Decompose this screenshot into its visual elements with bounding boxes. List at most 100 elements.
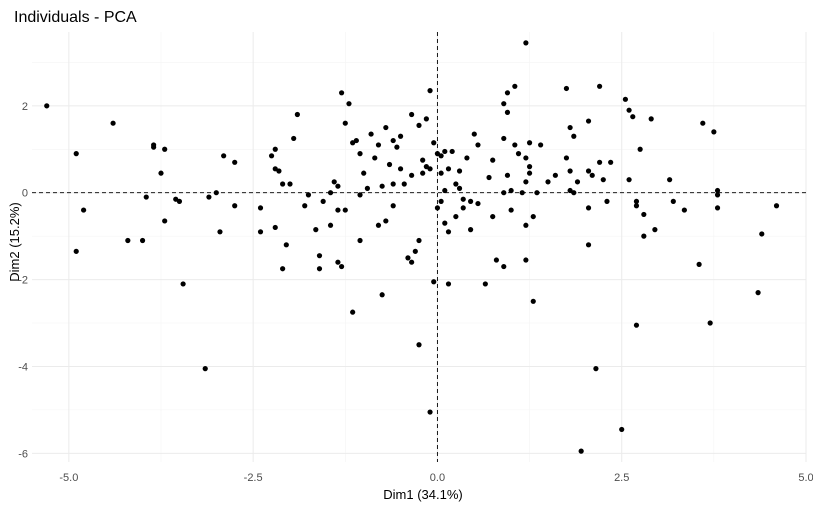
data-point	[526, 140, 533, 146]
x-tick-label: 5.0	[798, 472, 813, 484]
data-point	[486, 174, 492, 181]
data-point	[350, 309, 356, 315]
data-point	[504, 172, 511, 178]
data-point	[401, 181, 407, 187]
data-point	[342, 207, 348, 213]
data-point	[711, 129, 717, 135]
data-point	[501, 135, 507, 142]
data-point	[538, 142, 544, 148]
data-point	[482, 281, 488, 287]
data-point	[305, 192, 312, 198]
data-point	[202, 366, 208, 372]
data-point	[460, 205, 466, 211]
data-point	[501, 190, 507, 196]
data-point	[633, 198, 640, 204]
data-point	[442, 187, 448, 194]
data-point	[176, 198, 183, 204]
data-point	[397, 133, 404, 139]
data-point	[357, 192, 363, 198]
data-point	[490, 213, 496, 220]
data-point	[416, 122, 422, 128]
data-point	[567, 168, 573, 174]
data-point	[468, 227, 474, 233]
x-tick-label: -5.0	[59, 472, 78, 484]
data-point	[512, 142, 518, 148]
data-point	[523, 40, 529, 46]
data-point	[523, 155, 529, 161]
data-point	[519, 190, 525, 196]
data-point	[379, 292, 385, 298]
data-point	[346, 101, 352, 107]
data-point	[375, 142, 382, 148]
data-point	[287, 181, 293, 187]
data-point	[445, 229, 452, 235]
data-point	[357, 237, 363, 244]
data-point	[523, 257, 529, 263]
data-point	[585, 205, 592, 211]
data-point	[600, 177, 606, 183]
data-point	[438, 198, 444, 204]
data-point	[405, 255, 411, 261]
data-point	[545, 179, 551, 185]
data-point	[453, 213, 459, 220]
data-point	[73, 248, 79, 254]
data-point	[276, 168, 282, 174]
data-point	[162, 218, 168, 224]
data-point	[327, 222, 334, 228]
data-point	[501, 263, 507, 270]
data-point	[143, 194, 149, 200]
data-point	[475, 200, 481, 207]
data-point	[622, 96, 629, 102]
data-point	[633, 203, 640, 209]
data-point	[619, 426, 625, 433]
data-point	[81, 207, 87, 213]
data-point	[512, 83, 518, 89]
data-point	[390, 203, 396, 209]
data-point	[217, 229, 223, 235]
data-point	[158, 170, 164, 176]
data-point	[534, 190, 540, 196]
data-point	[552, 172, 558, 178]
data-point	[526, 164, 533, 170]
data-point	[397, 166, 404, 172]
data-point	[464, 155, 470, 161]
data-point	[409, 172, 415, 178]
data-point	[456, 168, 463, 174]
data-point	[626, 107, 632, 113]
data-point	[442, 148, 448, 155]
data-point	[633, 322, 640, 328]
data-point	[206, 194, 212, 200]
chart-title: Individuals - PCA	[14, 9, 137, 26]
data-point	[390, 181, 396, 187]
data-point	[280, 181, 286, 187]
data-point	[670, 198, 676, 204]
data-point	[368, 131, 374, 137]
data-point	[493, 257, 499, 263]
data-point	[471, 131, 477, 137]
data-point	[316, 266, 323, 272]
data-point	[361, 170, 367, 176]
data-point	[257, 205, 264, 211]
data-point	[585, 118, 592, 124]
data-point	[416, 237, 422, 244]
data-point	[468, 198, 474, 204]
data-point	[681, 207, 687, 213]
data-point	[523, 222, 529, 228]
data-point	[585, 168, 592, 174]
data-point	[578, 448, 584, 454]
data-point	[327, 190, 334, 196]
y-tick-label: -2	[18, 275, 28, 287]
data-point	[427, 88, 433, 94]
data-point	[626, 177, 632, 183]
data-point	[416, 342, 422, 348]
data-point	[714, 192, 721, 198]
data-point	[597, 83, 603, 89]
y-tick-label: -4	[18, 361, 28, 373]
data-point	[409, 111, 415, 118]
data-point	[302, 203, 308, 209]
data-point	[515, 151, 522, 157]
data-point	[648, 116, 654, 122]
data-point	[339, 263, 345, 270]
data-point	[523, 179, 529, 185]
data-point	[232, 203, 238, 209]
